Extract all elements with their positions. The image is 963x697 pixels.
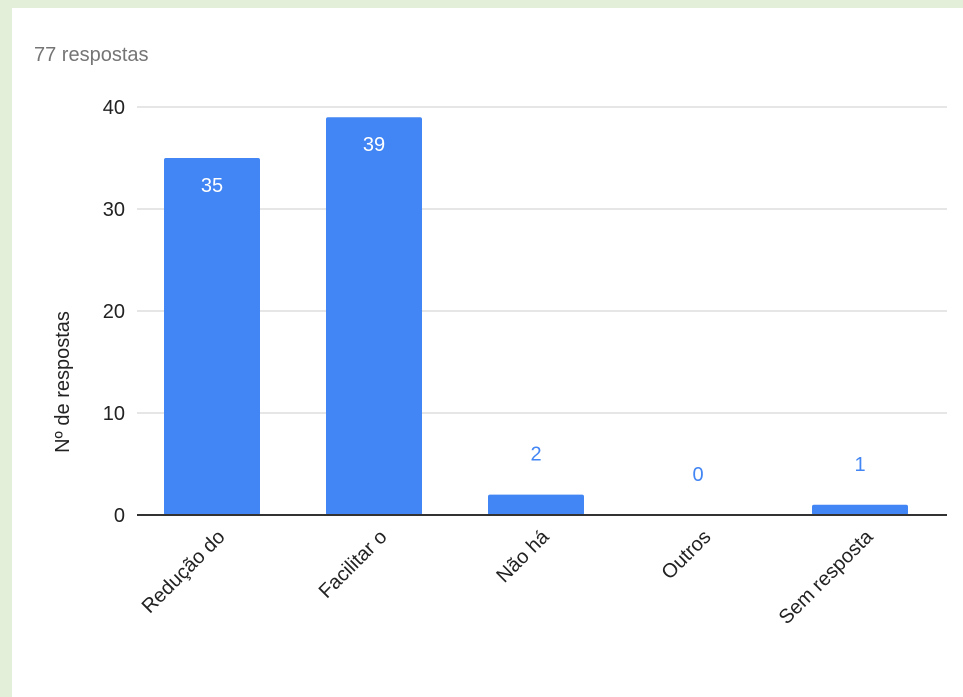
bars — [164, 117, 908, 515]
response-count: 77 respostas — [34, 44, 149, 66]
x-tick-label: Não há — [492, 525, 554, 587]
data-label: 35 — [201, 175, 223, 197]
data-label: 2 — [530, 444, 541, 466]
y-axis-label: Nº de respostas — [52, 311, 74, 453]
data-label: 39 — [363, 134, 385, 156]
bar — [164, 158, 260, 515]
y-tick-label: 0 — [114, 505, 125, 527]
data-label: 0 — [692, 464, 703, 486]
y-tick-labels: 0 10 20 30 40 — [103, 97, 125, 527]
top-strip — [12, 0, 963, 8]
bar — [326, 117, 422, 515]
data-label: 1 — [854, 454, 865, 476]
bar — [488, 494, 584, 515]
y-tick-label: 20 — [103, 301, 125, 323]
bar — [812, 504, 908, 515]
x-tick-label: Outros — [658, 526, 716, 584]
y-tick-label: 40 — [103, 97, 125, 119]
y-tick-label: 10 — [103, 403, 125, 425]
x-tick-label: Facilitar o — [315, 526, 392, 603]
x-tick-labels: Redução do Facilitar o Não há Outros Sem res… — [138, 525, 878, 628]
y-tick-label: 30 — [103, 199, 125, 221]
x-tick-label: Redução do — [138, 526, 230, 618]
x-tick-label: Sem resposta — [775, 525, 878, 628]
gridlines — [137, 106, 947, 414]
